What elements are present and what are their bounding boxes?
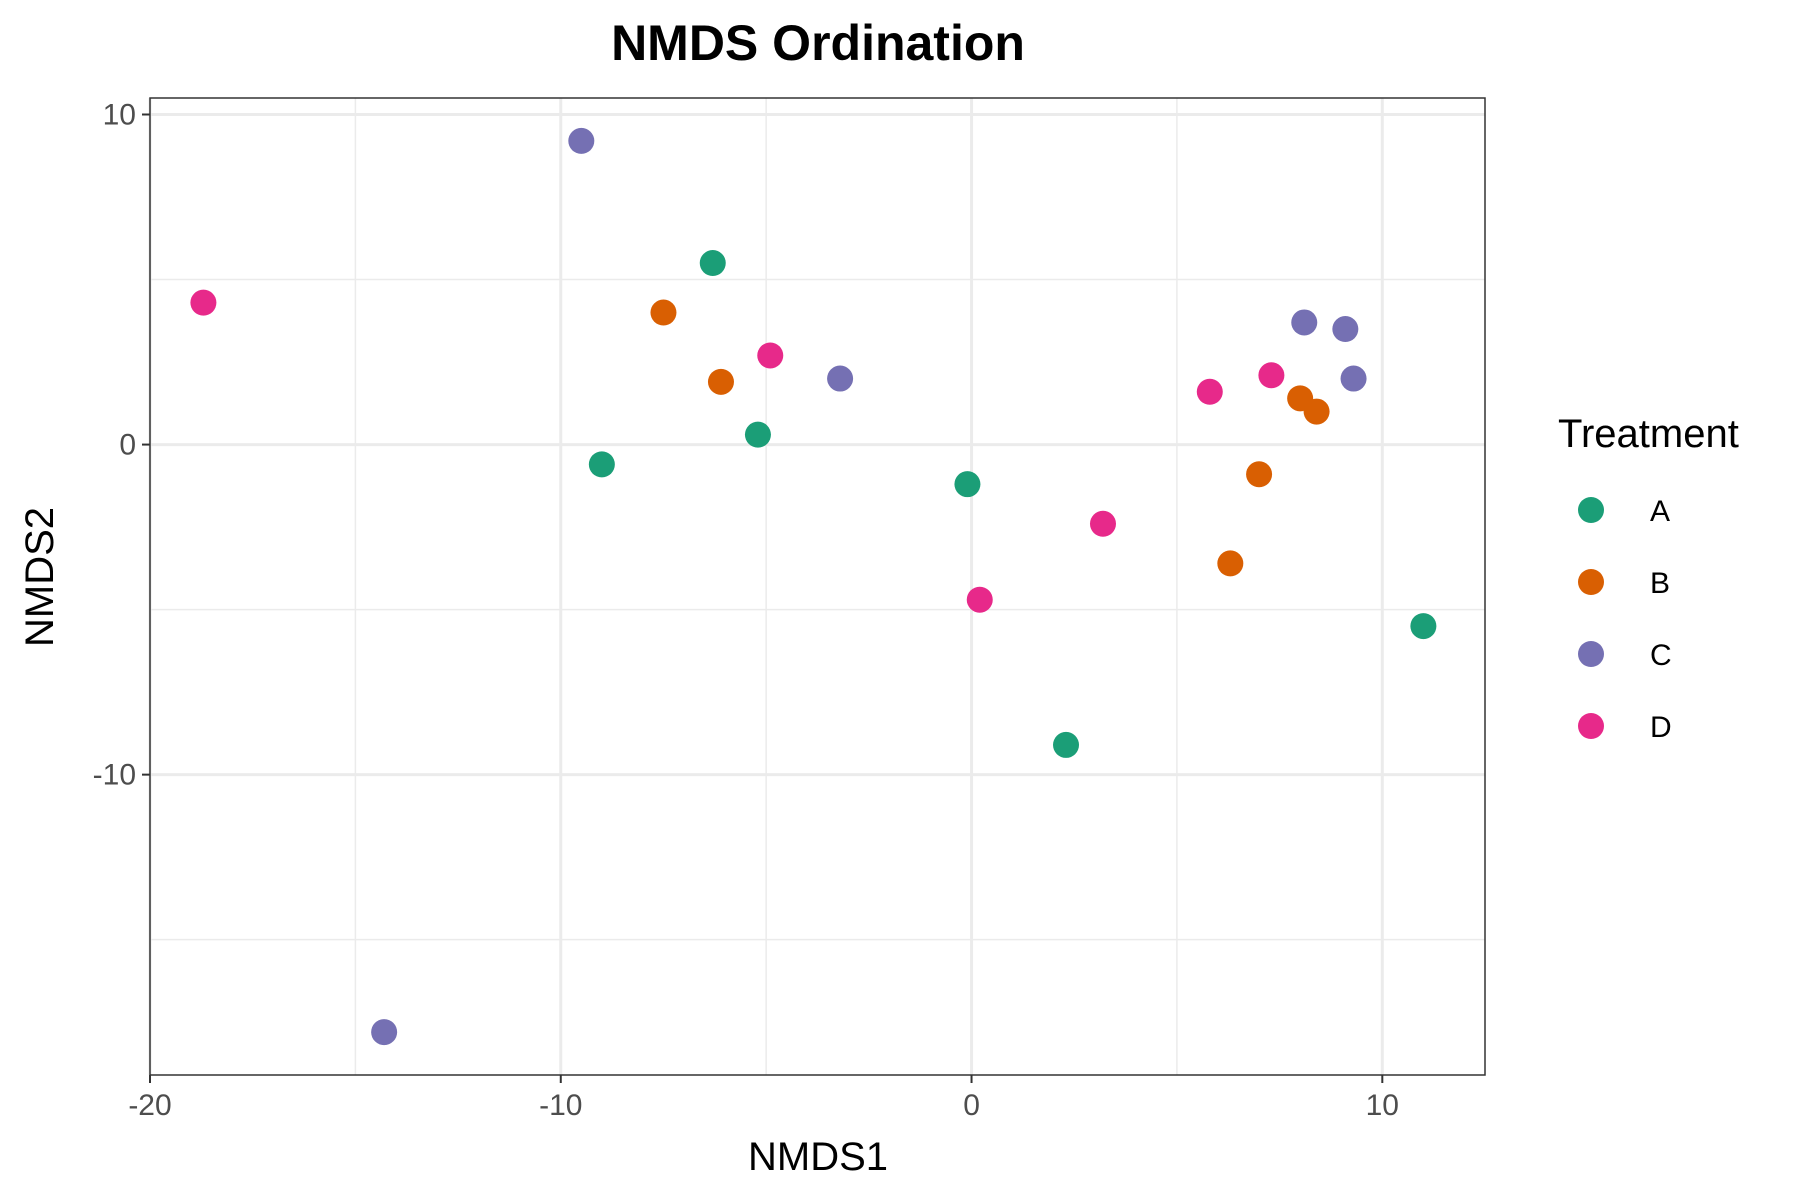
data-point-c [1332, 316, 1359, 343]
x-tick-label: -10 [539, 1089, 582, 1122]
x-axis-title: NMDS1 [748, 1135, 888, 1179]
plot-background [150, 98, 1485, 1075]
legend: A B C D [1578, 495, 1672, 744]
data-point-c [568, 127, 595, 154]
data-point-b [1303, 398, 1330, 425]
data-point-d [190, 289, 217, 316]
plot-panel: -20 -10 0 10 -10 0 10 [93, 97, 1486, 1122]
x-tick-label: 0 [963, 1089, 980, 1122]
data-point-a [744, 421, 771, 448]
data-point-a [588, 451, 615, 478]
data-point-b [1217, 550, 1244, 577]
legend-label-c: C [1650, 639, 1672, 672]
plot-border [149, 97, 1486, 1076]
x-tick-label: 10 [1366, 1089, 1399, 1122]
data-point-a [1410, 613, 1437, 640]
data-point-d [966, 586, 993, 613]
legend-key-d [1578, 713, 1604, 739]
legend-key-c [1578, 641, 1604, 667]
data-point-d [757, 342, 784, 369]
data-point-c [827, 365, 854, 392]
legend-key-b [1578, 569, 1604, 595]
y-tick-label: 0 [119, 429, 136, 462]
legend-label-d: D [1650, 711, 1672, 744]
legend-title: Treatment [1558, 412, 1739, 456]
y-tick-label: 10 [103, 99, 136, 132]
data-point-a [1053, 731, 1080, 758]
data-point-c [371, 1019, 398, 1046]
legend-label-a: A [1650, 495, 1670, 528]
y-axis-title: NMDS2 [18, 507, 62, 647]
data-point-d [1196, 378, 1223, 405]
data-point-d [1089, 510, 1116, 537]
data-point-d [1258, 362, 1285, 389]
x-tick-label: -20 [128, 1089, 171, 1122]
data-point-b [707, 368, 734, 395]
data-point-c [1291, 309, 1318, 336]
data-point-a [699, 250, 726, 277]
chart-title: NMDS Ordination [611, 15, 1025, 71]
data-point-b [650, 299, 677, 326]
data-point-b [1246, 461, 1273, 488]
data-point-c [1340, 365, 1367, 392]
legend-label-b: B [1650, 567, 1670, 600]
data-point-a [954, 471, 981, 498]
legend-key-a [1578, 497, 1604, 523]
y-tick-label: -10 [93, 759, 136, 792]
